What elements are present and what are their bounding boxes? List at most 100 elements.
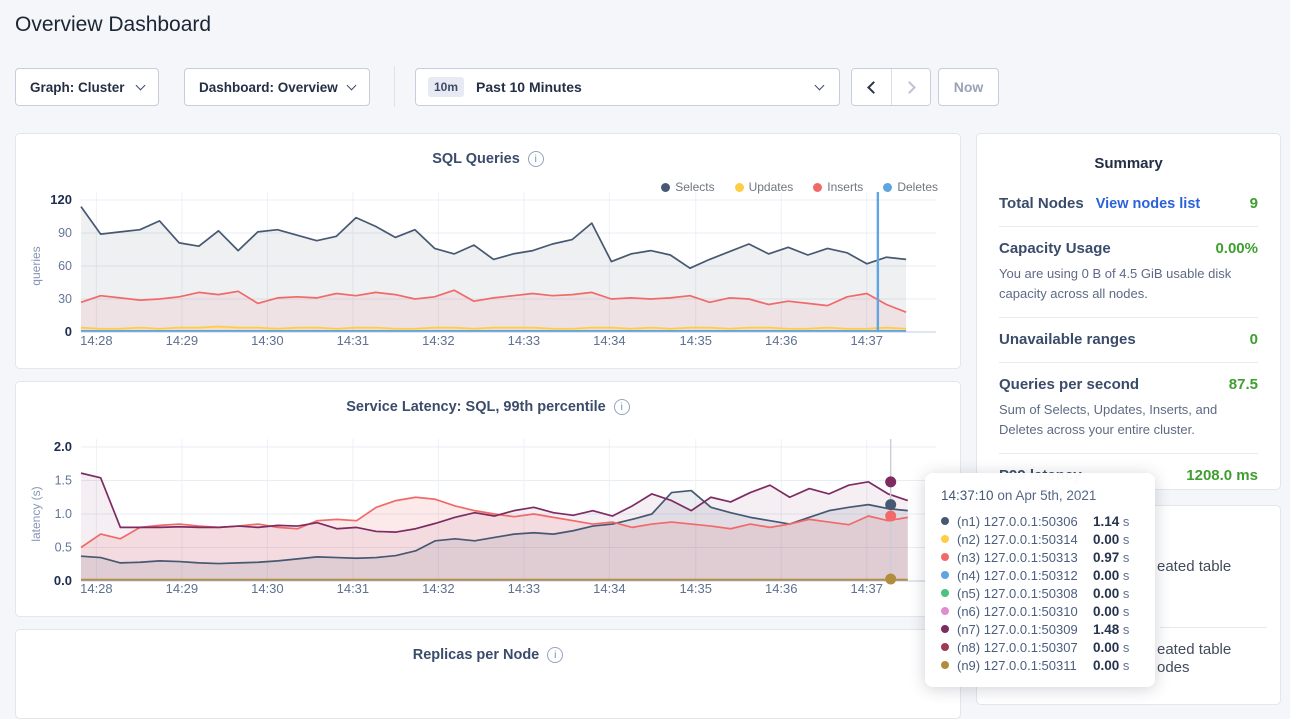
legend-item-inserts[interactable]: Inserts [813,180,863,194]
x-axis-tick-label: 14:31 [337,581,370,596]
chevron-down-icon [135,80,146,90]
x-axis-tick-label: 14:33 [508,581,541,596]
hover-point-dot [885,476,897,488]
time-next-button[interactable] [891,69,930,105]
info-icon[interactable]: i [613,399,630,415]
tooltip-row: (n2) 127.0.0.1:50314 0.00 s [941,530,1139,548]
tooltip-value: 0.00 s [1093,657,1130,673]
time-step-buttons [851,68,931,106]
series-line-(n1) 127.0.0.1:50306 [80,489,908,565]
series-dot-icon [941,535,949,543]
sql-chart-legend: Selects Updates Inserts Deletes [661,180,938,194]
tooltip-node-address: (n6) 127.0.0.1:50310 [957,603,1078,619]
toolbar-divider [394,66,395,107]
info-icon[interactable]: i [527,151,544,167]
tooltip-node-address: (n5) 127.0.0.1:50308 [957,585,1078,601]
page-title: Overview Dashboard [15,13,212,36]
x-axis-tick-label: 14:37 [850,333,883,348]
service-latency-chart[interactable]: 14:28 14:29 14:30 14:31 14:32 14:33 14:34 14:35… [16,382,962,618]
x-axis-tick-label: 14:35 [679,581,712,596]
view-nodes-link[interactable]: View nodes list [1095,196,1201,212]
x-axis-tick-label: 14:33 [508,333,541,348]
hover-point-dot [885,499,897,511]
tooltip-value: 0.00 s [1093,639,1130,655]
summary-desc: You are using 0 B of 4.5 GiB usable disk… [999,266,1232,301]
series-line-Updates [80,325,907,330]
tooltip-node-address: (n1) 127.0.0.1:50306 [957,513,1078,529]
tooltip-rows: (n1) 127.0.0.1:50306 1.14 s (n2) 127.0.0.1… [941,512,1139,674]
time-prev-button[interactable] [852,69,891,105]
legend-label: Inserts [827,180,864,194]
series-dot-icon [941,625,949,633]
tooltip-value: 0.00 s [1093,603,1130,619]
service-latency-card: Service Latency: SQL, 99th percentile i … [15,381,961,617]
tooltip-value: 1.14 s [1093,513,1130,529]
summary-rows: Total Nodes View nodes list 9 Capacity Usag… [999,182,1258,498]
hover-point-dot [885,510,897,522]
series-dot-icon [941,571,949,579]
x-axis-tick-label: 14:29 [166,333,199,348]
tooltip-value: 0.00 s [1093,585,1130,601]
replicas-chart-title: Replicas per Node [412,647,540,663]
tooltip-row: (n3) 127.0.0.1:50313 0.97 s [941,548,1139,566]
tooltip-value: 1.48 s [1093,621,1130,637]
tooltip-value: 0.00 s [1093,567,1130,583]
graph-dropdown[interactable]: Graph: Cluster [15,68,159,106]
now-button[interactable]: Now [938,68,999,106]
summary-label: Total Nodes [999,195,1084,212]
series-dot-icon [941,589,949,597]
legend-item-selects[interactable]: Selects [661,180,715,194]
y-axis-tick-label: 120 [50,192,72,207]
series-line-(n7) 127.0.0.1:50309 [80,472,909,533]
time-range-label: Past 10 Minutes [476,79,582,95]
time-range-picker[interactable]: 10m Past 10 Minutes [415,68,840,106]
legend-dot-icon [734,182,744,192]
tooltip-row: (n4) 127.0.0.1:50312 0.00 s [941,566,1139,584]
summary-value: 87.5 [1228,376,1258,393]
summary-value: 0.00% [1215,240,1258,257]
events-divider [1160,627,1267,628]
y-axis-tick-label: 30 [58,292,72,306]
y-axis-tick-label: 60 [58,259,72,273]
x-axis-tick-label: 14:36 [765,333,798,348]
sql-queries-chart[interactable]: 14:28 14:29 14:30 14:31 14:32 14:33 14:34 14:35… [16,134,962,370]
event-text-fragment: eated table [1157,641,1232,658]
tooltip-row: (n9) 127.0.0.1:50311 0.00 s [941,656,1139,674]
tooltip-row: (n1) 127.0.0.1:50306 1.14 s [941,512,1139,530]
legend-item-updates[interactable]: Updates [734,180,793,194]
series-dot-icon [941,553,949,561]
x-axis-tick-label: 14:34 [593,333,626,348]
summary-row-1: Capacity Usage 0.00% You are using 0 B of … [999,226,1258,317]
chevron-down-icon [346,80,357,90]
legend-label: Deletes [897,180,938,194]
legend-dot-icon [661,182,671,192]
tooltip-node-address: (n4) 127.0.0.1:50312 [957,567,1078,583]
x-axis-tick-label: 14:28 [80,333,113,348]
y-axis-tick-label: 1.0 [55,507,72,521]
chevron-right-icon [902,80,916,94]
x-axis-tick-label: 14:37 [850,581,883,596]
series-area-Inserts [81,290,907,332]
y-axis-title: queries [29,246,43,285]
chart-hover-tooltip: 14:37:10 on Apr 5th, 2021 (n1) 127.0.0.1… [925,473,1155,687]
chevron-left-icon [867,80,880,94]
y-axis-tick-label: 1.5 [55,474,72,488]
graph-dropdown-label: Graph: Cluster [30,79,125,95]
x-axis-tick-label: 14:35 [679,333,712,348]
x-axis-tick-label: 14:29 [166,581,199,596]
tooltip-row: (n5) 127.0.0.1:50308 0.00 s [941,584,1139,602]
legend-item-deletes[interactable]: Deletes [883,180,938,194]
summary-title: Summary [1094,155,1163,172]
dashboard-dropdown[interactable]: Dashboard: Overview [184,68,370,106]
tooltip-value: 0.00 s [1093,531,1130,547]
tooltip-row: (n6) 127.0.0.1:50310 0.00 s [941,602,1139,620]
tooltip-node-address: (n7) 127.0.0.1:50309 [957,621,1078,637]
summary-value: 0 [1249,331,1258,348]
tooltip-row: (n8) 127.0.0.1:50307 0.00 s [941,638,1139,656]
summary-value: 9 [1249,195,1258,212]
x-axis-tick-label: 14:30 [251,333,284,348]
y-axis-title: latency (s) [29,486,43,541]
summary-row-3: Queries per second 87.5 Sum of Selects, Up… [999,362,1258,453]
info-icon[interactable]: i [547,647,564,663]
series-area-(n1) 127.0.0.1:50306 [81,490,908,581]
